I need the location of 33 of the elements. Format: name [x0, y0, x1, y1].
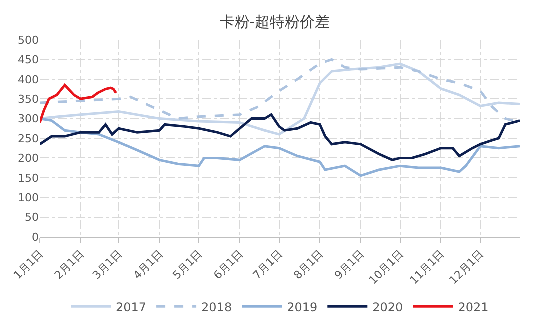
y-tick-label: 400: [18, 73, 39, 86]
x-tick-label: 5月1日: [170, 248, 206, 282]
x-tick-label: 9月1日: [332, 248, 367, 282]
x-tick-label: 1月1日: [11, 248, 46, 282]
legend-label: 2020: [372, 300, 404, 314]
y-tick-label: 200: [18, 152, 39, 166]
x-tick-label: 7月1日: [250, 248, 286, 282]
x-tick-label: 4月1日: [131, 248, 166, 282]
legend-label: 2019: [287, 300, 318, 314]
legend-label: 2018: [202, 300, 232, 314]
x-tick-label: 12月1日: [446, 248, 487, 288]
line-series: [40, 114, 520, 162]
y-tick-label: 100: [18, 191, 39, 204]
x-tick-label: 8月1日: [291, 248, 326, 282]
y-tick-label: 0: [32, 230, 39, 244]
x-tick-label: 11月1日: [408, 248, 448, 288]
y-tick-label: 450: [18, 54, 39, 67]
y-tick-label: 50: [25, 211, 39, 224]
x-tick-label: 6月1日: [211, 248, 246, 282]
line-series: [40, 62, 520, 136]
y-tick-label: 300: [18, 112, 39, 126]
legend-label: 2021: [458, 300, 489, 314]
x-tick-label: 3月1日: [90, 248, 125, 282]
legend-label: 2017: [116, 300, 147, 314]
x-tick-label: 2月1日: [52, 248, 87, 282]
chart-title: 卡粉-超特粉价差: [220, 13, 330, 32]
y-tick-label: 500: [18, 34, 39, 47]
line-series: [40, 84, 118, 124]
y-tick-label: 150: [18, 172, 39, 185]
x-tick-label: 10月1日: [366, 248, 406, 288]
y-tick-label: 250: [18, 132, 39, 146]
line-series: [40, 118, 520, 178]
y-tick-label: 350: [18, 92, 39, 106]
